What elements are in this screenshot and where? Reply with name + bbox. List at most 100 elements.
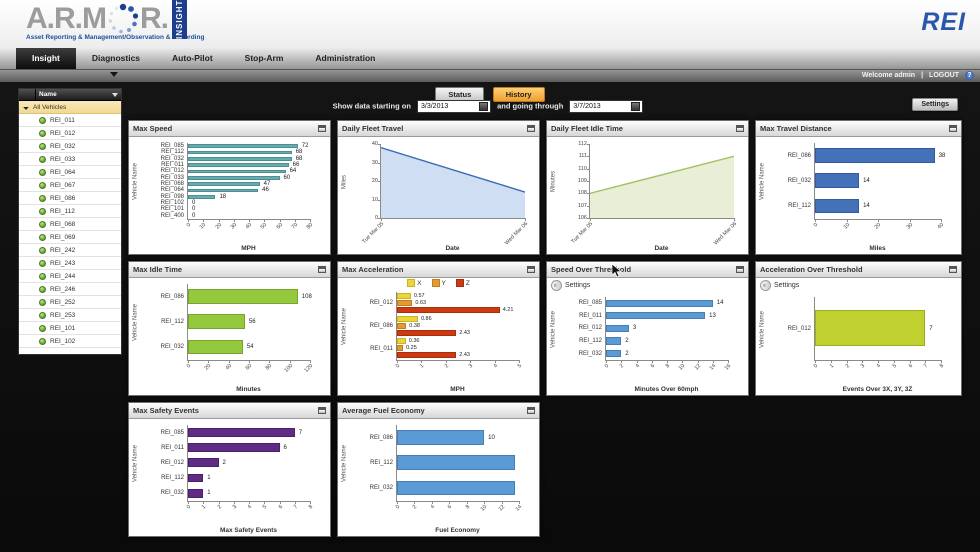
sidebar-item-rei_253[interactable]: REI_253 bbox=[19, 309, 121, 322]
armor-logo-text-left: A.R.M bbox=[26, 2, 107, 35]
panel-settings-expander[interactable]: » Settings bbox=[547, 278, 748, 291]
bar bbox=[606, 349, 622, 358]
x-axis-label: Date bbox=[654, 245, 669, 252]
sidebar-item-rei_012[interactable]: REI_012 bbox=[19, 127, 121, 140]
sidebar-item-all-vehicles[interactable]: All Vehicles bbox=[19, 101, 121, 114]
popout-icon[interactable] bbox=[527, 266, 535, 273]
area-series bbox=[590, 144, 734, 218]
sidebar-item-rei_252[interactable]: REI_252 bbox=[19, 296, 121, 309]
x-tick-label: 1 bbox=[419, 363, 426, 370]
sidebar-item-rei_033[interactable]: REI_033 bbox=[19, 153, 121, 166]
vehicle-status-icon bbox=[39, 194, 46, 202]
vehicle-status-icon bbox=[39, 142, 46, 150]
bar-row: REI_032 2 bbox=[579, 347, 728, 360]
sidebar-item-rei_242[interactable]: REI_242 bbox=[19, 244, 121, 257]
value-label: 72 bbox=[301, 143, 309, 150]
plot-area: REI_086 108 REI_112 56 REI_032 54 0 20 40 60 80 100… bbox=[161, 284, 314, 374]
bar-row: REI_064 46 bbox=[161, 187, 310, 193]
panel-speed-over-threshold: Speed Over Threshold » Settings Vehicle Nam… bbox=[546, 261, 749, 396]
tab-diagnostics[interactable]: Diagnostics bbox=[91, 53, 141, 63]
popout-icon[interactable] bbox=[949, 266, 957, 273]
x-tick-mark bbox=[249, 360, 250, 363]
category-label: REI_032 bbox=[160, 344, 184, 351]
popout-icon[interactable] bbox=[736, 125, 744, 132]
popout-icon[interactable] bbox=[736, 266, 744, 273]
sidebar-item-rei_101[interactable]: REI_101 bbox=[19, 322, 121, 335]
dashboard-settings-button[interactable]: Settings bbox=[912, 98, 958, 111]
panel-max-safety-events: Max Safety Events Vehicle Name Max Safety … bbox=[128, 402, 331, 537]
value-label: 4.21 bbox=[502, 306, 514, 313]
sidebar-header-label: Name bbox=[39, 91, 57, 98]
category-label: REI_032 bbox=[160, 490, 184, 497]
settings-expander-label: Settings bbox=[565, 281, 591, 289]
y-tick-label: 109 bbox=[577, 178, 587, 184]
logout-link[interactable]: LOGOUT bbox=[929, 72, 959, 79]
x-tick-mark bbox=[188, 360, 189, 363]
tab-insight[interactable]: Insight bbox=[16, 48, 76, 69]
x-axis-label: Minutes bbox=[236, 386, 261, 393]
y-axis-label: Vehicle Name bbox=[132, 444, 139, 483]
sidebar-item-rei_068[interactable]: REI_068 bbox=[19, 218, 121, 231]
tab-administration[interactable]: Administration bbox=[315, 53, 376, 63]
sidebar-item-rei_064[interactable]: REI_064 bbox=[19, 166, 121, 179]
plot-area: 0 10 20 30 40 Tue Mar 05 Wed Mar 06 bbox=[361, 141, 529, 246]
value-label: 60 bbox=[283, 174, 291, 181]
help-icon[interactable]: ? bbox=[965, 71, 974, 80]
start-date-input[interactable]: 3/3/2013 bbox=[417, 100, 491, 113]
value-label: 0 bbox=[192, 200, 196, 207]
sidebar-item-rei_243[interactable]: REI_243 bbox=[19, 257, 121, 270]
expand-triangle-icon[interactable] bbox=[23, 104, 29, 110]
popout-icon[interactable] bbox=[318, 266, 326, 273]
vehicle-label: REI_242 bbox=[50, 246, 76, 254]
sidebar-item-rei_244[interactable]: REI_244 bbox=[19, 270, 121, 283]
bar-row: REI_032 54 bbox=[161, 335, 310, 360]
category-label: REI_086 bbox=[369, 434, 393, 441]
popout-icon[interactable] bbox=[527, 407, 535, 414]
value-label: 54 bbox=[246, 344, 254, 351]
bar bbox=[188, 163, 289, 167]
y-tick-mark bbox=[378, 181, 381, 182]
sidebar-item-rei_067[interactable]: REI_067 bbox=[19, 179, 121, 192]
category-label: REI_112 bbox=[161, 149, 184, 156]
filter-icon[interactable] bbox=[112, 92, 118, 97]
vehicle-status-icon bbox=[39, 168, 46, 176]
x-tick-mark bbox=[909, 360, 911, 363]
popout-icon[interactable] bbox=[318, 407, 326, 414]
sidebar-item-rei_011[interactable]: REI_011 bbox=[19, 114, 121, 127]
end-date-input[interactable]: 3/7/2013 bbox=[569, 100, 644, 113]
y-tick-mark bbox=[587, 168, 590, 170]
history-button[interactable]: History bbox=[492, 87, 545, 102]
tab-auto-pilot[interactable]: Auto-Pilot bbox=[172, 53, 213, 63]
sidebar-item-rei_069[interactable]: REI_069 bbox=[19, 231, 121, 244]
calendar-icon[interactable] bbox=[631, 102, 641, 111]
category-label: REI_086 bbox=[369, 322, 393, 329]
sidebar-item-rei_246[interactable]: REI_246 bbox=[19, 283, 121, 296]
sidebar-item-rei_032[interactable]: REI_032 bbox=[19, 140, 121, 153]
calendar-icon[interactable] bbox=[479, 102, 488, 111]
panel-settings-expander[interactable]: » Settings bbox=[756, 278, 961, 291]
bar-z bbox=[397, 306, 500, 314]
x-tick-mark bbox=[941, 360, 942, 363]
y-tick-label: 107 bbox=[577, 202, 587, 209]
vehicle-label: REI_011 bbox=[50, 116, 75, 124]
y-tick-mark bbox=[587, 218, 590, 219]
bar-row: REI_011 66 bbox=[161, 162, 310, 168]
popout-icon[interactable] bbox=[527, 125, 535, 132]
tab-stop-arm[interactable]: Stop-Arm bbox=[244, 53, 284, 63]
popout-icon[interactable] bbox=[949, 125, 957, 132]
sidebar-item-rei_102[interactable]: REI_102 bbox=[19, 335, 121, 348]
bar-row: REI_068 47 bbox=[161, 181, 310, 187]
vehicle-status-icon bbox=[39, 298, 46, 306]
vehicle-status-icon bbox=[39, 311, 46, 319]
panel-title: Daily Fleet Travel bbox=[342, 124, 404, 133]
sidebar-item-rei_112[interactable]: REI_112 bbox=[19, 205, 121, 218]
start-date-value[interactable]: 3/3/2013 bbox=[421, 103, 449, 110]
settings-expander-icon[interactable]: » bbox=[760, 279, 771, 291]
end-date-value[interactable]: 3/7/2013 bbox=[573, 103, 601, 110]
sidebar-item-rei_086[interactable]: REI_086 bbox=[19, 192, 121, 205]
status-button[interactable]: Status bbox=[435, 87, 485, 102]
x-tick-label: 30 bbox=[905, 222, 914, 231]
popout-icon[interactable] bbox=[318, 125, 326, 132]
settings-expander-icon[interactable]: » bbox=[551, 279, 562, 291]
x-tick-mark bbox=[310, 219, 311, 222]
